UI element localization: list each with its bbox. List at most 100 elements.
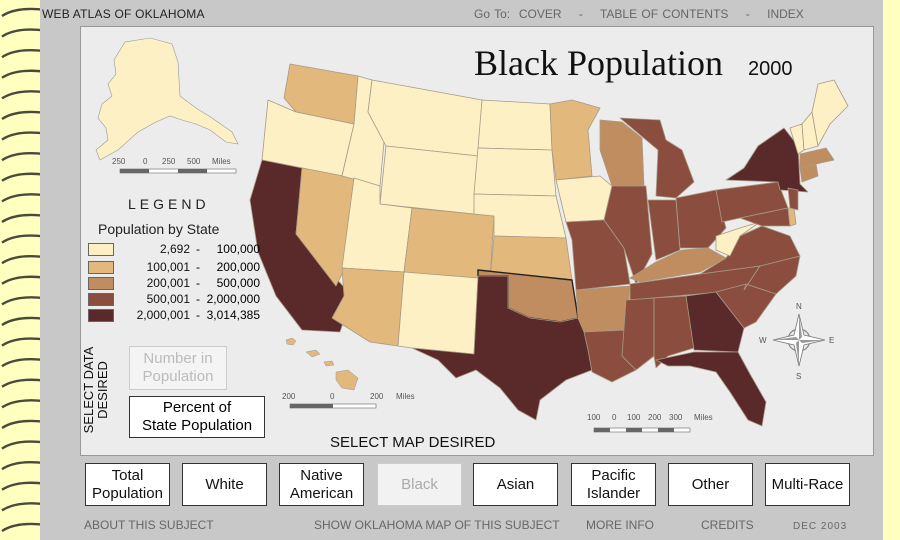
state-west-virginia[interactable] [715, 221, 761, 257]
scale-label: 200 [370, 392, 384, 401]
legend-low: 100,001 [146, 260, 190, 274]
select-data-line2: DESIRED [95, 361, 110, 419]
state-alaska[interactable] [95, 37, 239, 161]
goto-nav: Go To: COVER - TABLE OF CONTENTS - INDEX [474, 7, 804, 21]
button-label: Black [401, 475, 438, 493]
legend-row: 2,000,001 - 3,014,385 [88, 308, 278, 324]
scale-label: 0 [330, 392, 335, 401]
map-button-pacific-islander[interactable]: Pacific Islander [571, 463, 656, 506]
state-north-dakota[interactable] [477, 99, 553, 151]
button-label: White [205, 475, 244, 493]
state-maine[interactable] [811, 79, 849, 147]
state-new-york[interactable] [725, 127, 809, 193]
state-michigan[interactable] [619, 117, 695, 199]
state-montana[interactable] [367, 79, 483, 157]
compass-w: W [759, 336, 767, 345]
scale-label: 300 [669, 413, 683, 422]
select-data-label: SELECT DATA DESIRED [81, 340, 110, 440]
button-label: Population [92, 484, 163, 502]
number-in-population-button[interactable]: Number in Population [129, 346, 227, 390]
goto-label: Go To: [474, 7, 511, 21]
scale-label: Miles [396, 392, 415, 401]
state-virginia[interactable] [699, 225, 801, 275]
state-south-dakota[interactable] [473, 147, 557, 197]
compass-n: N [796, 302, 802, 311]
state-minnesota[interactable] [549, 99, 601, 181]
button-label: State Population [141, 417, 253, 434]
credits-link[interactable]: CREDITS [701, 518, 754, 532]
state-iowa[interactable] [555, 175, 613, 223]
nav-index-link[interactable]: INDEX [767, 7, 804, 21]
state-massachusetts[interactable] [799, 147, 835, 169]
button-label: Multi-Race [771, 475, 844, 493]
legend-high: 2,000,000 [206, 292, 260, 306]
state-arkansas[interactable] [575, 285, 631, 333]
nav-separator: - [578, 7, 583, 21]
compass-rose-icon: N S E W [759, 302, 834, 381]
show-oklahoma-map-link[interactable]: SHOW OKLAHOMA MAP OF THIS SUBJECT [314, 518, 560, 532]
scale-label: 100 [587, 413, 601, 422]
scale-label: 500 [187, 157, 201, 166]
hawaii-scale-bar: 200 0 200 Miles [282, 392, 415, 409]
button-label: Population [142, 368, 214, 385]
map-button-native-american[interactable]: Native American [279, 463, 364, 506]
button-label: Number in [143, 350, 213, 367]
legend-title: LEGEND [128, 196, 210, 212]
button-label: Native [300, 466, 343, 484]
scale-label: 0 [143, 157, 148, 166]
map-button-total-population[interactable]: Total Population [85, 463, 170, 506]
state-hawaii[interactable] [285, 337, 359, 391]
state-colorado[interactable] [403, 207, 495, 281]
legend-row: 500,001 - 2,000,000 [88, 292, 278, 308]
scale-label: Miles [694, 413, 713, 422]
about-this-subject-link[interactable]: ABOUT THIS SUBJECT [84, 518, 214, 532]
legend-row: 200,001 - 500,000 [88, 276, 278, 292]
state-wyoming[interactable] [379, 145, 479, 215]
legend-high: 200,000 [216, 260, 260, 274]
scale-label: 200 [282, 392, 296, 401]
map-button-multi-race[interactable]: Multi-Race [765, 463, 850, 506]
state-new-jersey[interactable] [787, 187, 799, 211]
state-indiana[interactable] [647, 199, 681, 261]
map-button-other[interactable]: Other [668, 463, 753, 506]
legend-subtitle: Population by State [98, 221, 220, 237]
date-label: DEC 2003 [793, 521, 848, 532]
scale-label: 200 [648, 413, 662, 422]
conus-scale-bar: 100 0 100 200 300 Miles [587, 413, 713, 433]
nav-toc-link[interactable]: TABLE OF CONTENTS [599, 7, 729, 21]
select-map-label: SELECT MAP DESIRED [330, 434, 496, 451]
state-arizona[interactable] [331, 267, 405, 347]
nav-cover-link[interactable]: COVER [518, 7, 562, 21]
legend-low: 500,001 [146, 292, 190, 306]
map-year: 2000 [748, 58, 793, 80]
map-button-white[interactable]: White [182, 463, 267, 506]
scale-label: 250 [162, 157, 176, 166]
button-label: Asian [496, 475, 535, 493]
legend-swatch [88, 277, 114, 290]
state-kentucky[interactable] [629, 247, 727, 283]
state-georgia[interactable] [685, 291, 745, 353]
state-mississippi[interactable] [621, 297, 655, 371]
legend-low: 2,000,001 [136, 308, 190, 322]
select-data-line1: SELECT DATA [81, 346, 96, 434]
more-info-link[interactable]: MORE INFO [586, 518, 654, 532]
legend-high: 3,014,385 [206, 308, 260, 322]
button-label: Percent of [162, 399, 232, 416]
percent-of-state-population-button[interactable]: Percent of State Population [129, 396, 265, 438]
button-label: Other [691, 475, 730, 493]
button-label: American [289, 484, 354, 502]
state-new-mexico[interactable] [397, 271, 479, 355]
state-florida[interactable] [655, 351, 767, 427]
map-button-black[interactable]: Black [377, 463, 462, 506]
alaska-scale-bar: 250 0 250 500 Miles [112, 157, 237, 174]
map-button-asian[interactable]: Asian [473, 463, 558, 506]
scale-label: 100 [627, 413, 641, 422]
button-label: Total [111, 466, 144, 484]
scale-label: 0 [612, 413, 617, 422]
scale-label: Miles [212, 157, 231, 166]
legend-high: 500,000 [216, 276, 260, 290]
state-south-carolina[interactable] [715, 283, 777, 329]
legend-swatch [88, 293, 114, 306]
state-texas[interactable] [411, 275, 593, 421]
